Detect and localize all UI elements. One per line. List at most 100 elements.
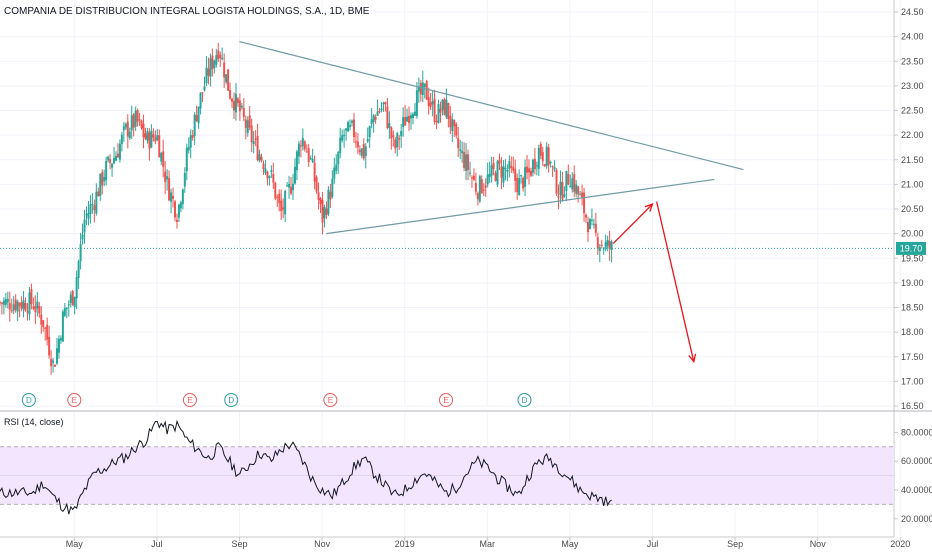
candle-body — [588, 219, 591, 230]
candle-body — [419, 82, 422, 95]
candle-body — [144, 133, 147, 140]
candle-body — [134, 110, 137, 127]
candle-body — [408, 115, 411, 124]
candle-body — [69, 294, 72, 303]
candle-body — [14, 299, 17, 310]
candle-body — [370, 119, 373, 124]
candle-body — [394, 139, 397, 149]
arrow-head — [688, 353, 697, 364]
y-tick-label: 23.00 — [901, 81, 924, 91]
candle-body — [590, 219, 593, 221]
candle-body — [508, 161, 511, 169]
candle-body — [384, 101, 387, 105]
price-axis[interactable]: 24.50 24.00 23.50 23.00 22.50 22.00 21.50 21.00… — [894, 7, 924, 411]
candle-body — [583, 192, 586, 214]
candle-body — [350, 120, 353, 123]
earnings-badge[interactable]: E — [323, 393, 338, 407]
candle-body — [146, 131, 149, 141]
candle-body — [358, 149, 361, 153]
candle-body — [22, 300, 25, 310]
candle-body — [42, 320, 45, 328]
candle-body — [136, 110, 139, 122]
candle-body — [75, 277, 78, 299]
candle-body — [282, 207, 285, 210]
candle-body — [221, 57, 224, 60]
chart-title: COMPANIA DE DISTRIBUCION INTEGRAL LOGIST… — [4, 6, 370, 17]
dividend-badge[interactable]: D — [517, 393, 532, 407]
candle-body — [445, 99, 448, 118]
candle-body — [189, 135, 192, 148]
earnings-badge[interactable]: E — [182, 393, 197, 407]
candle-body — [160, 153, 163, 162]
dividend-badge-circle — [517, 393, 532, 407]
candle-body — [244, 119, 247, 128]
dividend-badge[interactable]: D — [21, 393, 36, 407]
candle-body — [293, 166, 296, 184]
candle-body — [87, 212, 90, 219]
x-tick-label: Nov — [314, 539, 331, 549]
candle-body — [474, 183, 477, 192]
candle-body — [286, 185, 289, 187]
earnings-badge[interactable]: E — [67, 393, 82, 407]
candle-body — [225, 74, 228, 83]
candle-body — [248, 115, 251, 128]
candle-body — [453, 119, 456, 127]
candle-body — [518, 178, 521, 196]
candle-body — [195, 115, 198, 122]
time-axis[interactable]: May Jul Sep Nov 2019 Mar May Jul Sep Nov 2020 — [66, 537, 911, 549]
candle-body — [154, 137, 157, 142]
candle-body — [494, 172, 497, 181]
candle-body — [138, 119, 141, 121]
rsi-axis: 80.0000 60.0000 40.0000 20.0000 — [894, 427, 932, 524]
earnings-badge-circle — [67, 393, 82, 407]
candle-body — [360, 148, 363, 156]
candle-body — [114, 155, 117, 161]
candle-body — [463, 152, 466, 168]
candle-body — [305, 151, 308, 153]
candle-body — [30, 289, 33, 304]
candle-body — [97, 191, 100, 197]
candle-body — [232, 101, 235, 111]
rsi-title: RSI (14, close) — [4, 417, 64, 427]
candle-body — [382, 102, 385, 105]
candle-body — [44, 327, 47, 329]
candle-body — [433, 98, 436, 122]
earnings-badge-circle — [182, 393, 197, 407]
candle-body — [130, 115, 133, 131]
candle-body — [238, 100, 241, 112]
candle-body — [547, 147, 550, 165]
candle-body — [197, 106, 200, 124]
candle-body — [299, 145, 302, 147]
candle-body — [327, 189, 330, 215]
candle-body — [276, 196, 279, 198]
candle-body — [201, 92, 204, 94]
candle-body — [59, 338, 62, 341]
y-tick-label: 19.00 — [901, 278, 924, 288]
candle-body — [46, 324, 49, 340]
candle-body — [105, 161, 108, 181]
candle-body — [514, 169, 517, 181]
candle-body — [559, 181, 562, 196]
candle-body — [331, 178, 334, 197]
candle-body — [496, 161, 499, 185]
earnings-badge[interactable]: E — [439, 393, 453, 407]
candle-body — [610, 241, 613, 251]
projection-arrows — [612, 201, 697, 364]
candle-body — [577, 186, 580, 195]
candle-body — [354, 141, 357, 143]
y-tick-label: 18.50 — [901, 303, 924, 313]
candle-body — [118, 143, 121, 160]
earnings-badge-label: E — [187, 396, 192, 405]
candle-body — [199, 92, 202, 109]
candle-body — [398, 138, 401, 140]
dividend-badge[interactable]: D — [224, 393, 239, 407]
candle-body — [264, 168, 267, 173]
candle-body — [252, 141, 255, 145]
candle-body — [211, 55, 214, 70]
candle-body — [323, 207, 326, 219]
candle-body — [113, 158, 116, 164]
y-tick-label: 20.50 — [901, 204, 924, 214]
y-tick-label: 19.50 — [901, 253, 924, 263]
candle-body — [175, 219, 178, 223]
